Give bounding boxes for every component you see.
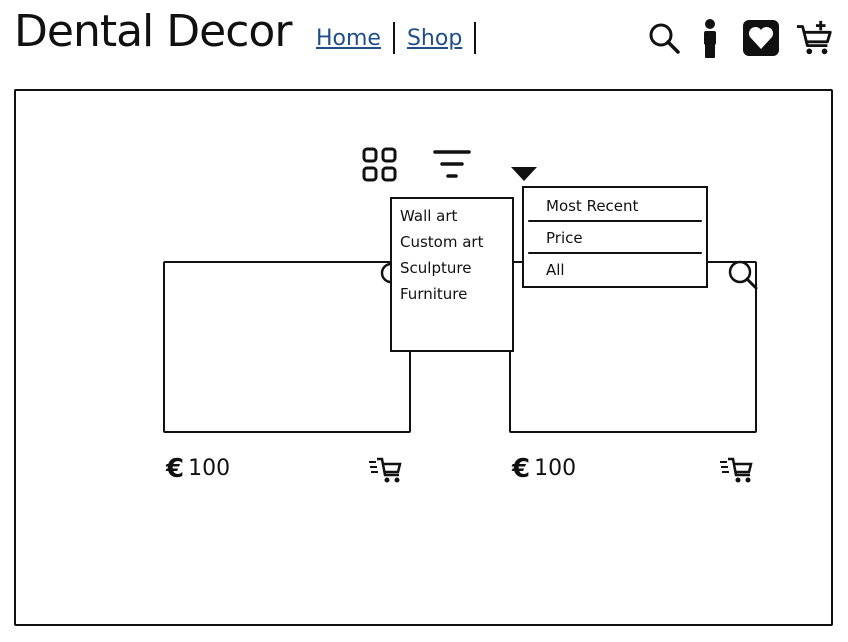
currency-symbol: € — [166, 454, 185, 484]
nav-home-link[interactable]: Home — [316, 25, 381, 51]
filter-icon[interactable] — [432, 145, 472, 185]
category-item-sculpture[interactable]: Sculpture — [400, 259, 472, 277]
grid-view-icon[interactable] — [360, 145, 400, 185]
nav-shop-link[interactable]: Shop — [406, 25, 463, 51]
add-to-cart-icon[interactable] — [795, 18, 835, 58]
category-item-furniture[interactable]: Furniture — [400, 285, 468, 303]
search-icon[interactable] — [644, 18, 684, 58]
nav-divider — [392, 22, 395, 54]
dropdown-arrow-icon[interactable] — [510, 166, 538, 186]
price-value: 100 — [188, 456, 231, 481]
quick-view-search-icon[interactable] — [727, 260, 759, 296]
nav-divider — [474, 22, 477, 54]
main-nav: Home Shop — [316, 22, 477, 54]
wishlist-heart-icon[interactable] — [741, 18, 781, 58]
product-price: € 100 — [512, 454, 576, 484]
product-image[interactable] — [509, 261, 757, 433]
brand-logo[interactable]: Dental Decor — [14, 6, 292, 57]
category-item-wall-art[interactable]: Wall art — [400, 207, 458, 225]
product-image[interactable] — [163, 261, 411, 433]
product-price: € 100 — [166, 454, 230, 484]
sort-option-all[interactable]: All — [546, 261, 565, 279]
cart-icon[interactable] — [368, 456, 402, 488]
price-value: 100 — [534, 456, 577, 481]
sort-dropdown: Most Recent Price All — [522, 186, 708, 288]
sort-option-most-recent[interactable]: Most Recent — [524, 190, 706, 222]
main-content-frame — [14, 89, 833, 626]
category-item-custom-art[interactable]: Custom art — [400, 233, 484, 251]
sort-option-price[interactable]: Price — [524, 222, 706, 254]
cart-icon[interactable] — [719, 456, 753, 488]
currency-symbol: € — [512, 454, 531, 484]
categories-dropdown: Wall art Custom art Sculpture Furniture — [390, 197, 514, 352]
account-icon[interactable] — [690, 18, 730, 58]
